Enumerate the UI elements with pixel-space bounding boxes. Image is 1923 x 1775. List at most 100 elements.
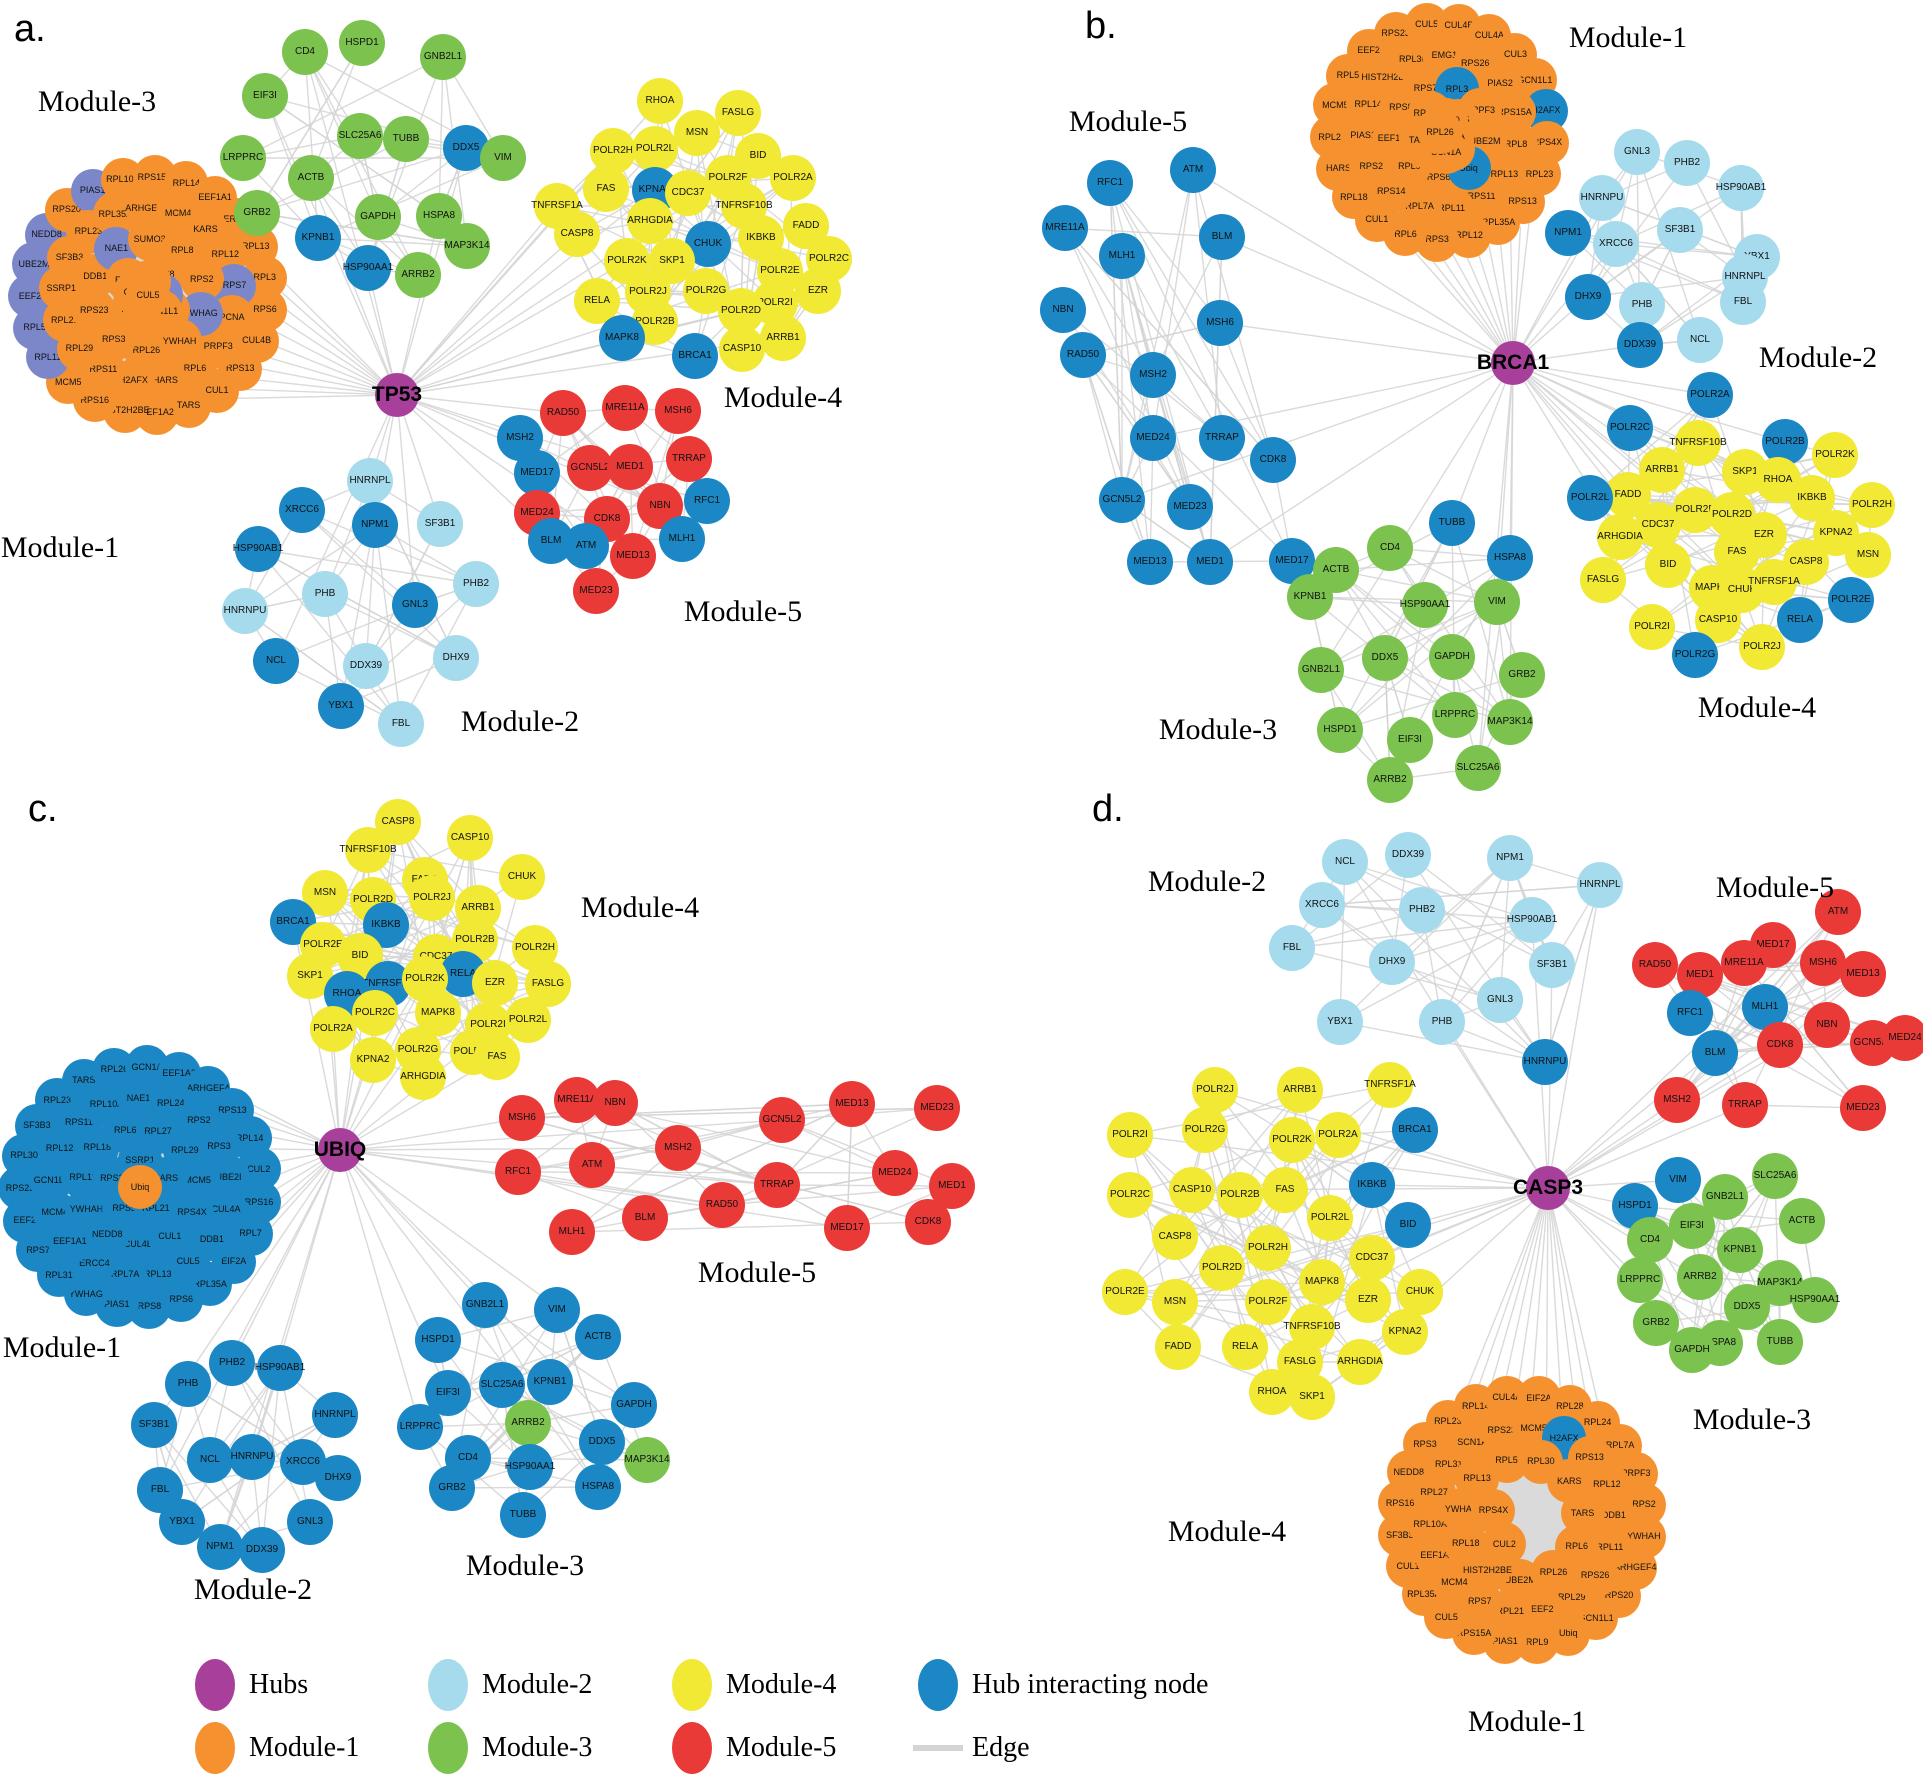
node-tubb: TUBB xyxy=(1429,500,1475,546)
legend-label-module-1: Module-1 xyxy=(249,1732,360,1763)
node-actb: ACTB xyxy=(1779,1198,1825,1244)
node-ezr: EZR xyxy=(472,960,518,1006)
legend-label-hub-interacting-node: Hub interacting node xyxy=(972,1669,1209,1700)
edge xyxy=(304,51,398,396)
node-cdk8: CDK8 xyxy=(1250,437,1296,483)
node-polr2c: POLR2C xyxy=(1607,405,1653,451)
node-vim: VIM xyxy=(534,1287,580,1333)
node-sf3b1: SF3B1 xyxy=(131,1402,177,1448)
node-tnfrsf1a: TNFRSF1A xyxy=(1364,1062,1416,1108)
node-hsp90ab1: HSP90AB1 xyxy=(255,1345,305,1391)
edge xyxy=(281,305,398,396)
legend-swatch-module-1 xyxy=(195,1722,235,1774)
node-med23: MED23 xyxy=(573,568,619,614)
edge xyxy=(275,604,416,662)
edge xyxy=(1291,854,1409,949)
node-mlh1: MLH1 xyxy=(1099,233,1145,279)
edge xyxy=(339,1119,783,1151)
edge xyxy=(1415,253,1514,364)
edge xyxy=(1451,362,1514,524)
node-gcn5l2: GCN5L2 xyxy=(759,1097,805,1143)
edge xyxy=(251,378,398,396)
node-polr2d: POLR2D xyxy=(1199,1245,1245,1291)
edge xyxy=(1064,227,1223,238)
edge xyxy=(1512,243,1617,364)
edge xyxy=(301,509,416,606)
edge xyxy=(339,1117,523,1151)
node-ikbkb: IKBKB xyxy=(1349,1162,1395,1208)
node-tnfrsf10b: TNFRSF10B xyxy=(1669,420,1727,466)
edge xyxy=(1532,1187,1549,1382)
edge xyxy=(1451,522,1511,723)
node-phb: PHB xyxy=(302,571,348,617)
edge xyxy=(1129,1139,1293,1196)
node-atm: ATM xyxy=(1170,147,1216,193)
legend-edge-line xyxy=(913,1745,963,1751)
edge xyxy=(310,42,363,179)
edge xyxy=(339,1149,486,1306)
edge xyxy=(1121,255,1154,439)
node-arrb1: ARRB1 xyxy=(760,315,806,361)
node-cd4: CD4 xyxy=(282,29,328,75)
edge xyxy=(243,388,398,396)
node-casp10: CASP10 xyxy=(1169,1167,1215,1213)
legend-swatch-module-2 xyxy=(428,1659,468,1711)
node-grb2: GRB2 xyxy=(1499,652,1545,698)
edge xyxy=(1321,884,1601,906)
edge xyxy=(776,1184,953,1187)
module-caption: Module-3 xyxy=(465,1549,585,1582)
edge xyxy=(781,1119,953,1187)
edge xyxy=(1499,857,1511,1001)
edge xyxy=(1109,182,1274,461)
node-casp8: CASP8 xyxy=(1152,1214,1198,1260)
node-hnrnpu: HNRNPU xyxy=(222,588,268,634)
module-caption: Module-3 xyxy=(1692,1403,1812,1436)
node-rfc1: RFC1 xyxy=(684,478,730,524)
node-ddx39: DDX39 xyxy=(1385,832,1431,878)
node-faslg: FASLG xyxy=(1580,557,1626,603)
module-caption: Module-2 xyxy=(193,1573,313,1606)
node-med13: MED13 xyxy=(1840,951,1886,997)
edge xyxy=(1719,1196,1726,1344)
node-brca1: BRCA1 xyxy=(672,333,718,379)
node-ncl: NCL xyxy=(187,1437,233,1483)
node-actb: ACTB xyxy=(575,1314,621,1360)
node-hsp90aa1: HSP90AA1 xyxy=(343,245,393,291)
node-polr2k: POLR2K xyxy=(1269,1117,1315,1163)
legend-label-module-5: Module-5 xyxy=(726,1732,837,1763)
edge xyxy=(1407,1187,1549,1226)
node-dhx9: DHX9 xyxy=(433,635,479,681)
node-grb2: GRB2 xyxy=(429,1465,475,1511)
edge xyxy=(244,524,376,612)
node-bid: BID xyxy=(1645,542,1691,588)
edge xyxy=(1547,1187,1561,1387)
node-dhx9: DHX9 xyxy=(1369,939,1415,985)
node-fas: FAS xyxy=(583,166,629,212)
node-hsp90aa1: HSP90AA1 xyxy=(1400,582,1450,628)
node-nbn: NBN xyxy=(1804,1002,1850,1048)
node-vim: VIM xyxy=(1474,579,1520,625)
legend-label-hubs: Hubs xyxy=(249,1669,309,1700)
node-polr2a: POLR2A xyxy=(770,155,816,201)
node-polr2l: POLR2L xyxy=(1307,1195,1353,1241)
node-msh6: MSH6 xyxy=(1197,300,1243,346)
legend-swatch-hubs xyxy=(195,1659,235,1711)
edge xyxy=(1320,362,1514,671)
node-polr2l: POLR2L xyxy=(632,126,678,172)
node-tnfrsf10b: TNFRSF10B xyxy=(339,827,397,873)
node-mlh1: MLH1 xyxy=(659,516,705,562)
node-msn: MSN xyxy=(674,110,720,156)
edge xyxy=(1654,964,1781,1046)
edge xyxy=(339,1149,778,1186)
node-kpnb1: KPNB1 xyxy=(527,1359,573,1405)
edge xyxy=(1407,854,1553,966)
node-med23: MED23 xyxy=(1167,484,1213,530)
edge xyxy=(467,1457,648,1461)
node-trrap: TRRAP xyxy=(1199,415,1245,461)
edge xyxy=(396,337,784,396)
node-xrcc6: XRCC6 xyxy=(1299,882,1345,928)
node-actb: ACTB xyxy=(288,155,334,201)
node-mapk8: MAPK8 xyxy=(599,315,645,361)
node-ybx1: YBX1 xyxy=(318,683,364,729)
